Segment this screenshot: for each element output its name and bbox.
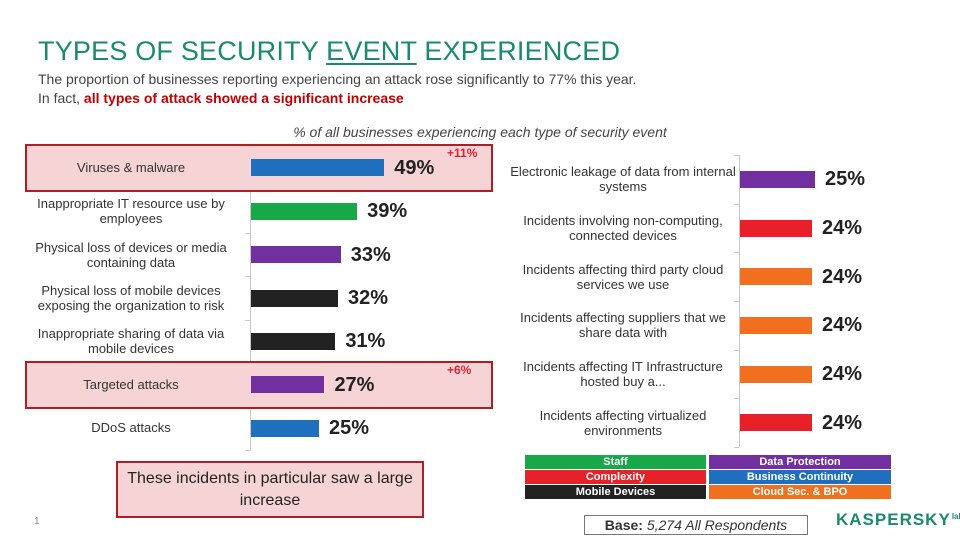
category-label: Targeted attacks bbox=[83, 376, 179, 392]
legend-item: Mobile Devices bbox=[525, 485, 706, 499]
base-note: Base: 5,274 All Respondents bbox=[584, 515, 808, 535]
y-axis-tick bbox=[734, 349, 739, 351]
data-label: 24% bbox=[822, 411, 863, 434]
y-axis-tick bbox=[734, 155, 739, 156]
category-label: Incidents affecting IT Infrastructure ho… bbox=[523, 359, 723, 389]
data-label: 25% bbox=[329, 417, 370, 440]
y-axis-line bbox=[739, 155, 740, 447]
data-label: 31% bbox=[345, 330, 386, 353]
data-label: 33% bbox=[350, 243, 391, 266]
data-label: 27% bbox=[334, 373, 375, 396]
bar bbox=[251, 159, 385, 177]
y-axis-tick bbox=[734, 252, 739, 254]
legend-item: Staff bbox=[525, 455, 706, 469]
y-axis-line bbox=[250, 146, 251, 450]
category-label: Incidents affecting virtualized environm… bbox=[539, 407, 707, 438]
data-label: 24% bbox=[822, 265, 863, 288]
subtitle-line-1: The proportion of businesses reporting e… bbox=[38, 71, 637, 87]
bar bbox=[740, 365, 812, 383]
bar bbox=[740, 219, 812, 237]
bar bbox=[251, 246, 341, 264]
data-label: 39% bbox=[367, 200, 408, 223]
category-label: Inappropriate IT resource use by employe… bbox=[37, 196, 225, 227]
bar bbox=[740, 316, 812, 334]
kaspersky-logo: KASPERSKYlab bbox=[836, 510, 960, 529]
category-label: Inappropriate sharing of data via mobile… bbox=[37, 326, 225, 357]
y-axis-tick bbox=[734, 203, 739, 205]
subtitle-highlight: all types of attack showed a significant… bbox=[83, 90, 404, 106]
legend-item: Cloud Sec. & BPO bbox=[709, 485, 891, 499]
bar bbox=[251, 289, 339, 307]
category-label: DDoS attacks bbox=[91, 420, 171, 436]
increase-label: +6% bbox=[447, 362, 472, 377]
y-axis-tick bbox=[245, 232, 250, 234]
page-number: 1 bbox=[34, 516, 40, 527]
data-label: 24% bbox=[822, 363, 863, 385]
bar bbox=[740, 268, 812, 286]
bar bbox=[251, 332, 336, 350]
data-label: 25% bbox=[825, 168, 866, 191]
increase-label: +11% bbox=[447, 145, 478, 160]
legend-item: Data Protection bbox=[709, 455, 891, 469]
y-axis-tick bbox=[245, 276, 250, 278]
y-axis-tick bbox=[734, 301, 739, 302]
category-label: Viruses & malware bbox=[76, 159, 186, 175]
bar bbox=[740, 170, 815, 188]
subtitle-line-2: In fact, all types of attack showed a si… bbox=[38, 90, 404, 106]
bar bbox=[251, 202, 358, 220]
data-label: 49% bbox=[394, 156, 435, 179]
category-label: Physical loss of devices or media contai… bbox=[35, 239, 227, 270]
bar bbox=[251, 376, 325, 394]
legend-item: Complexity bbox=[525, 470, 706, 484]
increase-callout: These incidents in particular saw a larg… bbox=[116, 461, 424, 518]
category-label: Incidents affecting third party cloud se… bbox=[522, 261, 724, 292]
legend-item: Business Continuity bbox=[709, 470, 891, 484]
bar bbox=[251, 419, 319, 437]
data-label: 32% bbox=[348, 287, 389, 309]
chart-caption: % of all businesses experiencing each ty… bbox=[293, 124, 667, 140]
data-label: 24% bbox=[822, 217, 863, 239]
category-label: Physical loss of mobile devices exposing… bbox=[37, 283, 225, 313]
y-axis-tick bbox=[734, 398, 739, 400]
y-axis-tick bbox=[734, 447, 739, 448]
data-label: 24% bbox=[822, 314, 863, 337]
category-label: Electronic leakage of data from internal… bbox=[510, 164, 736, 195]
title-underlined-word: EVENT bbox=[326, 36, 417, 66]
y-axis-tick bbox=[245, 450, 250, 451]
category-label: Incidents involving non-computing, conne… bbox=[523, 213, 723, 243]
category-label: Incidents affecting suppliers that we sh… bbox=[520, 310, 726, 341]
bar bbox=[740, 414, 812, 432]
page-title: TYPES OF SECURITY EVENT EXPERIENCED bbox=[38, 36, 621, 66]
y-axis-tick bbox=[245, 319, 250, 321]
